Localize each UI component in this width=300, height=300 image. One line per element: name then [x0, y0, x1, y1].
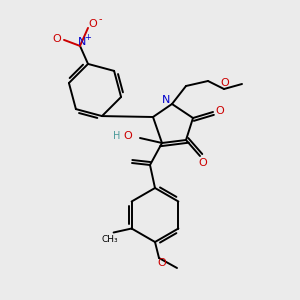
Text: +: + [85, 33, 92, 42]
Text: O: O [158, 258, 166, 268]
Text: O: O [88, 19, 98, 29]
Text: O: O [220, 78, 230, 88]
Text: CH₃: CH₃ [101, 235, 118, 244]
Text: N: N [78, 37, 86, 47]
Text: O: O [199, 158, 207, 168]
Text: -: - [98, 14, 102, 24]
Text: N: N [162, 95, 170, 105]
Text: H: H [113, 131, 121, 141]
Text: O: O [124, 131, 132, 141]
Text: O: O [216, 106, 224, 116]
Text: O: O [52, 34, 62, 44]
